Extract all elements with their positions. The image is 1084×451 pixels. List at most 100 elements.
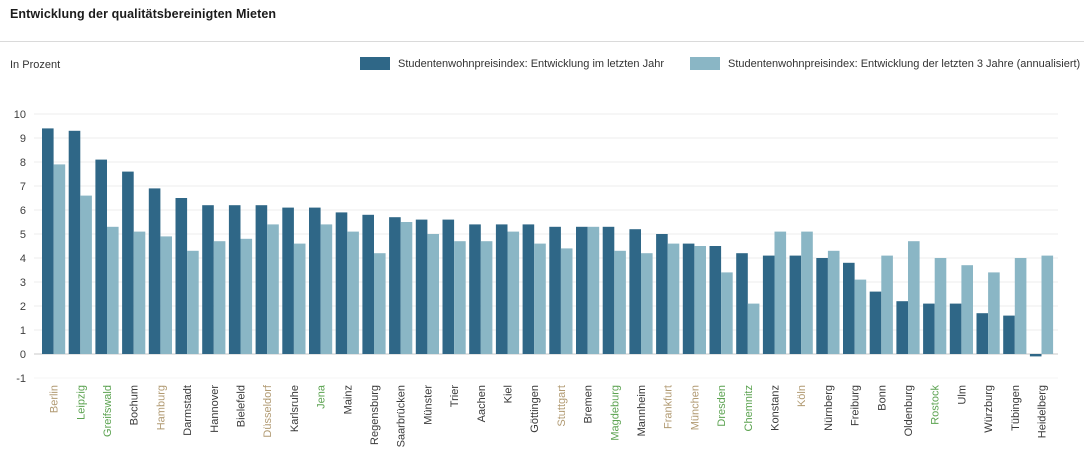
bar-Nürnberg-series1[interactable] — [816, 258, 828, 354]
bar-Darmstadt-series1[interactable] — [175, 198, 188, 354]
bar-Frankfurt-series1[interactable] — [656, 234, 668, 354]
bar-Münster-series2[interactable] — [427, 234, 439, 354]
x-label-Stuttgart: Stuttgart — [556, 385, 568, 427]
bar-Göttingen-series1[interactable] — [522, 224, 535, 354]
bar-Konstanz-series2[interactable] — [774, 231, 787, 354]
bar-Bochum-series2[interactable] — [133, 231, 146, 354]
x-label-Konstanz: Konstanz — [770, 385, 782, 431]
x-label-Trier: Trier — [449, 385, 461, 408]
bar-Chemnitz-series2[interactable] — [747, 303, 760, 354]
x-label-Köln: Köln — [796, 385, 808, 407]
bar-Trier-series2[interactable] — [454, 241, 466, 354]
bar-Saarbrücken-series2[interactable] — [400, 222, 413, 354]
bar-Hannover-series2[interactable] — [213, 241, 226, 354]
x-label-Darmstadt: Darmstadt — [182, 385, 194, 436]
bar-Jena-series2[interactable] — [320, 224, 333, 354]
bar-Freiburg-series2[interactable] — [854, 279, 867, 354]
y-tick-label: 4 — [20, 253, 26, 265]
legend-swatch-dark — [360, 57, 390, 70]
bar-Bonn-series2[interactable] — [881, 255, 893, 354]
x-label-Oldenburg: Oldenburg — [903, 385, 915, 436]
bar-Hamburg-series1[interactable] — [148, 188, 161, 354]
x-label-Berlin: Berlin — [49, 385, 61, 413]
x-label-München: München — [689, 385, 701, 430]
bar-Magdeburg-series2[interactable] — [614, 250, 626, 354]
legend-label: Studentenwohnpreisindex: Entwicklung der… — [728, 57, 1081, 70]
bar-Stuttgart-series1[interactable] — [549, 226, 561, 354]
bar-Bremen-series2[interactable] — [587, 226, 600, 354]
bar-München-series1[interactable] — [682, 243, 695, 354]
bar-Tübingen-series2[interactable] — [1014, 258, 1027, 354]
bar-Leipzig-series1[interactable] — [68, 130, 81, 354]
bar-Regensburg-series1[interactable] — [362, 214, 374, 354]
bar-Kiel-series2[interactable] — [507, 231, 520, 354]
bar-Bremen-series1[interactable] — [576, 226, 588, 354]
bar-Greifswald-series2[interactable] — [107, 226, 119, 354]
x-label-Hamburg: Hamburg — [155, 385, 167, 430]
bar-Aachen-series1[interactable] — [469, 224, 481, 354]
bar-Bielefeld-series1[interactable] — [228, 205, 241, 354]
legend-item-3-years[interactable]: Studentenwohnpreisindex: Entwicklung der… — [690, 57, 1080, 70]
x-label-Dresden: Dresden — [716, 385, 728, 427]
y-tick-label: 5 — [20, 229, 26, 241]
x-label-Kiel: Kiel — [503, 385, 515, 403]
bar-Greifswald-series1[interactable] — [95, 159, 107, 354]
bar-Saarbrücken-series1[interactable] — [389, 217, 401, 354]
bar-Darmstadt-series2[interactable] — [187, 250, 199, 354]
bar-Köln-series1[interactable] — [789, 255, 802, 354]
bar-Berlin-series1[interactable] — [42, 128, 54, 354]
bar-München-series2[interactable] — [694, 246, 706, 354]
bar-Würzburg-series1[interactable] — [976, 313, 989, 354]
bar-Oldenburg-series2[interactable] — [908, 241, 920, 354]
bar-Hamburg-series2[interactable] — [160, 236, 172, 354]
bar-Magdeburg-series1[interactable] — [602, 226, 615, 354]
bar-Chemnitz-series1[interactable] — [736, 253, 748, 354]
bar-Berlin-series2[interactable] — [53, 164, 66, 354]
bar-Bonn-series1[interactable] — [869, 291, 882, 354]
bar-Rostock-series1[interactable] — [923, 303, 935, 354]
bar-Nürnberg-series2[interactable] — [827, 250, 840, 354]
bar-Hannover-series1[interactable] — [202, 205, 214, 354]
bar-Karlsruhe-series1[interactable] — [282, 207, 294, 354]
bar-Köln-series2[interactable] — [801, 231, 813, 354]
bar-Münster-series1[interactable] — [415, 219, 428, 354]
x-label-Saarbrücken: Saarbrücken — [396, 385, 408, 447]
bar-Trier-series1[interactable] — [442, 219, 455, 354]
bar-Mannheim-series1[interactable] — [629, 229, 641, 354]
bar-Karlsruhe-series2[interactable] — [293, 243, 306, 354]
x-label-Tübingen: Tübingen — [1010, 385, 1022, 431]
bar-Tübingen-series1[interactable] — [1003, 315, 1015, 354]
bar-Düsseldorf-series1[interactable] — [255, 205, 268, 354]
bar-Kiel-series1[interactable] — [495, 224, 508, 354]
x-label-Greifswald: Greifswald — [102, 385, 114, 437]
bar-Mannheim-series2[interactable] — [641, 253, 653, 354]
bar-Dresden-series2[interactable] — [721, 272, 733, 354]
bar-Aachen-series2[interactable] — [480, 241, 493, 354]
bar-Stuttgart-series2[interactable] — [560, 248, 573, 354]
bar-Regensburg-series2[interactable] — [374, 253, 386, 354]
bar-Rostock-series2[interactable] — [934, 258, 947, 354]
bar-Freiburg-series1[interactable] — [843, 262, 855, 354]
y-axis-unit-label: In Prozent — [10, 59, 61, 71]
bar-Heidelberg-series2[interactable] — [1041, 255, 1054, 354]
bar-Bielefeld-series2[interactable] — [240, 238, 253, 354]
bar-Ulm-series1[interactable] — [949, 303, 962, 354]
bar-Mainz-series1[interactable] — [335, 212, 348, 354]
bar-Bochum-series1[interactable] — [122, 171, 134, 354]
bar-Heidelberg-series1[interactable] — [1029, 354, 1042, 357]
bar-Oldenburg-series1[interactable] — [896, 301, 908, 354]
bar-Mainz-series2[interactable] — [347, 231, 359, 354]
legend-item-last-year[interactable]: Studentenwohnpreisindex: Entwicklung im … — [360, 57, 664, 70]
bar-Düsseldorf-series2[interactable] — [267, 224, 279, 354]
bar-Leipzig-series2[interactable] — [80, 195, 92, 354]
y-tick-label: -1 — [16, 373, 26, 385]
bar-Jena-series1[interactable] — [309, 207, 321, 354]
bar-Ulm-series2[interactable] — [961, 265, 973, 354]
bar-Dresden-series1[interactable] — [709, 246, 722, 354]
bar-Göttingen-series2[interactable] — [534, 243, 546, 354]
bar-Konstanz-series1[interactable] — [762, 255, 775, 354]
bar-Frankfurt-series2[interactable] — [667, 243, 680, 354]
x-label-Jena: Jena — [316, 384, 328, 409]
bar-Würzburg-series2[interactable] — [988, 272, 1000, 354]
